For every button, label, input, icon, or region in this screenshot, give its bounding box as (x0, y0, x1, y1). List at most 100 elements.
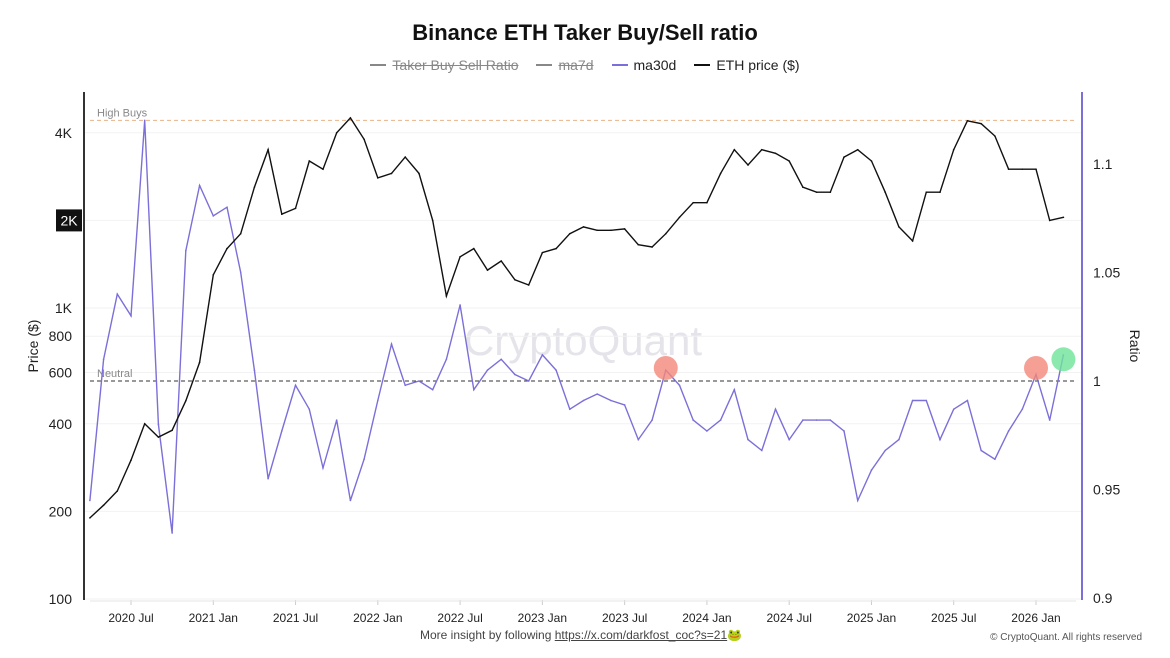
data-point-eth-price (678, 216, 681, 219)
data-point-eth-price (843, 156, 845, 158)
data-point-eth-price (185, 399, 187, 402)
data-point-ma30d (500, 358, 503, 361)
data-point-ma30d (815, 419, 818, 421)
data-point-eth-price (335, 132, 338, 134)
data-point-ma30d (308, 408, 311, 411)
reference-label: High Buys (97, 107, 148, 119)
footer-link[interactable]: https://x.com/darkfost_coc?s=21 (554, 628, 728, 642)
data-point-ma30d (322, 467, 324, 469)
data-point-eth-price (637, 243, 640, 246)
data-point-ma30d (706, 430, 708, 432)
data-point-ma30d (870, 469, 873, 471)
left-tick-label: 1K (55, 300, 73, 316)
data-point-ma30d (596, 393, 599, 395)
data-point-eth-price (431, 219, 434, 222)
data-point-eth-price (994, 135, 996, 137)
data-point-eth-price (102, 504, 105, 507)
data-point-eth-price (651, 246, 653, 248)
data-point-eth-price (281, 213, 283, 216)
data-point-ma30d (527, 380, 530, 382)
data-point-ma30d (459, 304, 461, 306)
x-tick-label: 2026 Jan (1011, 611, 1060, 625)
data-point-ma30d (102, 358, 105, 361)
data-point-ma30d (349, 499, 352, 502)
data-point-eth-price (239, 232, 242, 235)
data-point-eth-price (925, 191, 928, 193)
copyright: © CryptoQuant. All rights reserved (990, 632, 1142, 643)
data-point-ma30d (692, 419, 694, 421)
data-point-eth-price (706, 201, 708, 204)
x-tick-label: 2023 Jan (518, 611, 567, 625)
x-tick-label: 2024 Jul (766, 611, 811, 625)
data-point-eth-price (116, 490, 119, 492)
left-tick-label: 2K (60, 212, 78, 228)
data-point-eth-price (719, 172, 722, 175)
data-point-ma30d (1048, 419, 1051, 421)
data-point-eth-price (322, 168, 324, 170)
series-line-eth-price (89, 116, 1064, 519)
legend-label: ma30d (633, 57, 677, 73)
data-point-eth-price (582, 226, 585, 228)
data-point-eth-price (486, 269, 489, 271)
data-point-eth-price (610, 229, 612, 232)
data-point-ma30d (747, 438, 749, 441)
legend-item-ma30d[interactable]: ma30d (611, 57, 677, 73)
x-tick-label: 2024 Jan (682, 611, 731, 625)
data-point-ma30d (651, 419, 653, 421)
data-point-eth-price (555, 247, 557, 250)
left-tick-label: 100 (49, 591, 73, 607)
data-point-eth-price (89, 517, 91, 519)
left-tick-label: 800 (49, 328, 73, 344)
x-tick-label: 2025 Jan (847, 611, 896, 625)
data-point-ma30d (404, 384, 407, 387)
data-point-eth-price (747, 164, 749, 166)
data-point-eth-price (363, 138, 365, 141)
legend-label: ma7d (558, 57, 594, 73)
x-tick-label: 2020 Jul (108, 611, 153, 625)
data-point-eth-price (157, 436, 160, 438)
data-point-eth-price (1062, 216, 1065, 219)
data-point-ma30d (363, 458, 365, 460)
series-line-ma30d (89, 120, 1065, 534)
tick-highlight (56, 209, 82, 232)
data-point-eth-price (692, 201, 694, 204)
data-point-ma30d (267, 477, 269, 480)
data-point-ma30d (253, 369, 256, 371)
data-point-ma30d (623, 404, 626, 406)
legend-item-ma7d[interactable]: ma7d (536, 57, 594, 73)
legend-item-taker-ratio[interactable]: Taker Buy Sell Ratio (370, 57, 518, 73)
data-point-ma30d (719, 419, 722, 421)
watermark: CryptoQuant (464, 317, 702, 364)
data-point-ma30d (610, 399, 612, 402)
data-point-eth-price (198, 361, 201, 364)
data-point-eth-price (939, 191, 941, 193)
data-point-ma30d (335, 419, 338, 421)
data-point-ma30d (884, 449, 886, 452)
data-point-ma30d (143, 119, 146, 122)
data-point-eth-price (733, 148, 736, 151)
data-point-ma30d (431, 388, 434, 391)
data-point-ma30d (486, 369, 489, 371)
data-point-ma30d (130, 315, 132, 317)
right-tick-label: 0.9 (1093, 590, 1113, 606)
data-point-eth-price (143, 423, 146, 425)
data-point-ma30d (294, 384, 297, 387)
data-point-eth-price (870, 160, 873, 162)
data-point-ma30d (473, 388, 475, 391)
data-point-eth-price (898, 226, 900, 228)
data-point-ma30d (89, 499, 91, 502)
data-point-ma30d (925, 399, 928, 402)
data-point-eth-price (952, 148, 955, 151)
data-point-ma30d (637, 438, 640, 441)
legend-label: ETH price ($) (716, 57, 800, 73)
legend-item-eth-price[interactable]: ETH price ($) (694, 57, 800, 73)
data-point-eth-price (418, 172, 420, 175)
data-point-ma30d (568, 408, 571, 411)
data-point-ma30d (966, 399, 969, 402)
reference-label: Neutral (97, 368, 132, 380)
data-point-ma30d (418, 380, 420, 382)
signal-marker (1051, 347, 1076, 372)
data-point-eth-price (514, 278, 516, 281)
data-point-ma30d (939, 438, 941, 441)
